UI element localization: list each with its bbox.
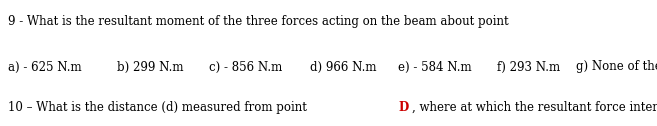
Text: a) - 625 N.m: a) - 625 N.m [8,60,81,73]
Text: 10 – What is the distance (d) measured from point: 10 – What is the distance (d) measured f… [8,101,311,114]
Text: , where at which the resultant force intersects the beam?: , where at which the resultant force int… [411,101,657,114]
Text: 9 - What is the resultant moment of the three forces acting on the beam about po: 9 - What is the resultant moment of the … [8,15,512,28]
Text: D: D [398,101,409,114]
Text: f) 293 N.m: f) 293 N.m [497,60,560,73]
Text: c) - 856 N.m: c) - 856 N.m [209,60,282,73]
Text: e) - 584 N.m: e) - 584 N.m [398,60,472,73]
Text: g) None of them: g) None of them [576,60,657,73]
Text: b) 299 N.m: b) 299 N.m [117,60,183,73]
Text: d) 966 N.m: d) 966 N.m [310,60,376,73]
